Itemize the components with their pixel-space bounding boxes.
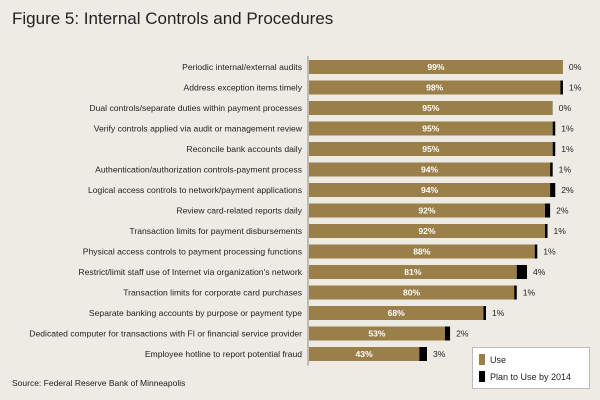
data-label-plan: 2% <box>556 206 569 216</box>
category-label: Physical access controls to payment proc… <box>83 247 302 257</box>
category-label: Employee hotline to report potential fra… <box>145 349 302 359</box>
bar-use <box>309 101 553 115</box>
bar-plan <box>544 224 548 238</box>
bar-plan <box>550 183 556 197</box>
bar-plan <box>552 121 556 136</box>
data-label-plan: 2% <box>561 185 574 195</box>
category-label: Periodic internal/external audits <box>182 62 302 72</box>
category-label: Verify controls applied via audit or man… <box>94 124 303 134</box>
category-label: Dedicated computer for transactions with… <box>29 329 302 339</box>
data-label-use: 95% <box>422 124 440 134</box>
data-label-plan: 1% <box>561 144 574 154</box>
bar-use <box>309 224 545 238</box>
data-label-plan: 0% <box>559 103 572 113</box>
bar-use <box>309 80 561 95</box>
bar-plan <box>552 142 556 156</box>
bar-use <box>309 142 553 156</box>
category-label: Transaction limits for payment disbursem… <box>129 226 302 236</box>
bar-use <box>309 306 484 320</box>
data-label-use: 68% <box>388 308 406 318</box>
data-label-plan: 3% <box>433 349 446 359</box>
data-label-plan: 1% <box>559 165 572 175</box>
bar-use <box>309 285 515 300</box>
data-label-use: 92% <box>418 226 436 236</box>
category-label: Review card-related reports daily <box>176 206 302 216</box>
bar-plan <box>516 265 528 279</box>
category-label: Authentication/authorization controls-pa… <box>95 165 302 175</box>
source-note: Source: Federal Reserve Bank of Minneapo… <box>12 378 186 388</box>
data-label-use: 94% <box>421 165 439 175</box>
bar-plan <box>419 347 427 361</box>
data-label-use: 53% <box>368 329 386 339</box>
data-label-plan: 0% <box>569 62 582 72</box>
data-label-use: 94% <box>421 185 439 195</box>
data-label-plan: 1% <box>554 226 567 236</box>
bar-use <box>309 265 517 279</box>
data-label-use: 99% <box>427 62 445 72</box>
data-label-plan: 2% <box>456 329 469 339</box>
legend-item-plan: Plan to Use by 2014 <box>479 368 589 385</box>
data-label-plan: 4% <box>533 267 546 277</box>
bar-use <box>309 203 545 218</box>
data-label-use: 92% <box>418 206 436 216</box>
bar-use <box>309 183 551 197</box>
category-label: Logical access controls to network/payme… <box>88 185 302 195</box>
data-label-plan: 1% <box>543 247 556 257</box>
legend: Use Plan to Use by 2014 <box>472 347 590 389</box>
bar-use <box>309 60 563 74</box>
chart-title: Figure 5: Internal Controls and Procedur… <box>12 9 334 28</box>
bar-use <box>309 347 420 361</box>
data-label-use: 98% <box>426 83 444 93</box>
bar-plan <box>544 203 551 218</box>
data-label-plan: 1% <box>492 308 505 318</box>
data-label-use: 95% <box>422 144 440 154</box>
bar-use <box>309 121 553 136</box>
legend-swatch-plan <box>479 371 485 382</box>
category-label: Reconcile bank accounts daily <box>186 144 302 154</box>
category-label: Address exception items timely <box>184 83 303 93</box>
bar-plan <box>550 162 553 177</box>
data-label-plan: 1% <box>523 288 536 298</box>
data-label-use: 80% <box>403 288 421 298</box>
data-label-plan: 1% <box>569 83 582 93</box>
bar-plan <box>444 326 451 341</box>
legend-label: Use <box>490 354 507 365</box>
bar-use <box>309 326 445 341</box>
bar-plan <box>483 306 486 320</box>
data-label-plan: 1% <box>561 124 574 134</box>
bar-use <box>309 162 551 177</box>
data-label-use: 95% <box>422 103 440 113</box>
bar-plan <box>534 244 538 259</box>
bar-use <box>309 244 535 259</box>
data-label-use: 81% <box>404 267 422 277</box>
category-label: Transaction limits for corporate card pu… <box>123 288 302 298</box>
category-label: Restrict/limit staff use of Internet via… <box>78 267 302 277</box>
data-label-use: 43% <box>356 349 374 359</box>
data-label-use: 88% <box>413 247 431 257</box>
category-label: Dual controls/separate duties within pay… <box>89 103 302 113</box>
legend-label: Plan to Use by 2014 <box>490 371 572 382</box>
legend-swatch-use <box>479 354 485 365</box>
legend-item-use: Use <box>479 351 589 368</box>
bar-plan <box>514 285 517 300</box>
bar-plan <box>560 80 563 95</box>
category-label: Separate banking accounts by purpose or … <box>89 308 302 318</box>
